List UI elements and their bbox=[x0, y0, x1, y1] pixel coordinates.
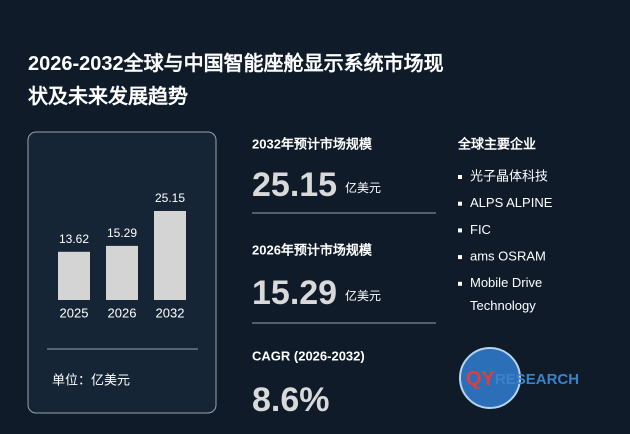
x-tick-label: 2025 bbox=[60, 305, 89, 320]
stat-value: 8.6% bbox=[252, 381, 330, 419]
x-tick-label: 2032 bbox=[156, 305, 185, 320]
logo-globe bbox=[460, 348, 520, 408]
title: 2026-2032全球与中国智能座舱显示系统市场现状及未来发展趋势 bbox=[28, 51, 444, 108]
logo: QYRESEARCH bbox=[466, 368, 579, 390]
stat-label: 2032年预计市场规模 bbox=[252, 136, 373, 151]
logo-ring bbox=[459, 347, 521, 409]
company-name: FIC bbox=[470, 222, 491, 237]
bar bbox=[58, 251, 90, 300]
stat-unit: 亿美元 bbox=[345, 288, 381, 303]
bullet bbox=[458, 281, 462, 286]
companies-title: 全球主要企业 bbox=[457, 136, 536, 151]
bar bbox=[106, 245, 138, 300]
bullet bbox=[458, 228, 462, 233]
logo-prefix: QY bbox=[466, 368, 496, 390]
company-name: ALPS ALPINE bbox=[470, 195, 553, 210]
bullet bbox=[458, 201, 462, 206]
bullet bbox=[458, 255, 462, 260]
value-label: 15.29 bbox=[107, 226, 137, 240]
stat-label: 2026年预计市场规模 bbox=[252, 242, 373, 257]
company-list: 光子晶体科技 ALPS ALPINE FIC ams OSRAM Mobile Driv… bbox=[458, 168, 553, 313]
logo-suffix: RESEARCH bbox=[495, 371, 579, 388]
value-label: 13.62 bbox=[59, 232, 89, 246]
title-text: 2026-2032全球与中国智能座舱显示系统市场现 bbox=[28, 51, 444, 75]
title-text: 状及未来发展趋势 bbox=[28, 84, 188, 108]
company-name: Mobile Drive Technology bbox=[470, 275, 542, 313]
value-label: 25.15 bbox=[155, 191, 185, 205]
bar-chart: 13.62 2025 15.29 2026 25.15 2032 bbox=[58, 191, 186, 320]
stat-label: CAGR (2026-2032) bbox=[252, 348, 365, 363]
bar bbox=[154, 211, 186, 300]
bullet bbox=[458, 175, 462, 179]
unit-label: 单位：亿美元 bbox=[52, 372, 130, 387]
company-name: 光子晶体科技 bbox=[470, 168, 548, 183]
company-name: ams OSRAM bbox=[470, 249, 546, 264]
stat-value: 15.29 bbox=[252, 274, 337, 312]
stat-unit: 亿美元 bbox=[345, 180, 381, 195]
stat-value: 25.15 bbox=[252, 166, 337, 204]
x-tick-label: 2026 bbox=[108, 305, 137, 320]
